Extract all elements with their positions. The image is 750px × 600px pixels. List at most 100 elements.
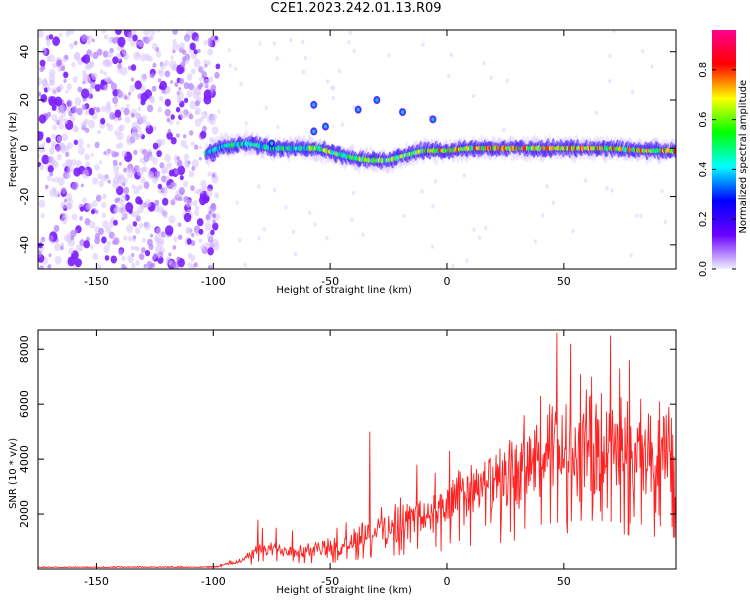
noise-cell [124, 116, 131, 124]
noise-cell [138, 40, 144, 48]
noise-cell [154, 199, 160, 206]
noise-cell [183, 153, 190, 161]
noise-cell [170, 137, 177, 145]
noise-cell [54, 119, 59, 124]
noise-cell [170, 55, 174, 60]
noise-cell [154, 237, 159, 243]
noise-cell [135, 196, 142, 205]
noise-cell [126, 103, 130, 109]
noise-cell [152, 255, 156, 261]
noise-cell [164, 59, 170, 67]
noise-cell [172, 245, 177, 250]
noise-cell [112, 163, 120, 172]
noise-cell [71, 62, 76, 68]
noise-cell [154, 170, 161, 178]
noise-cell [68, 110, 73, 117]
noise-cell [176, 133, 180, 138]
noise-cell [86, 143, 91, 149]
noise-cell [112, 180, 119, 189]
noise-cell [178, 42, 185, 51]
noise-cell [650, 64, 654, 69]
noise-cell [151, 42, 158, 51]
noise-cell [244, 121, 248, 126]
noise-cell [502, 127, 506, 133]
noise-cell [352, 190, 356, 196]
noise-cell [66, 83, 72, 90]
signal-blob-core [312, 129, 316, 134]
noise-cell [152, 62, 157, 68]
noise-cell [88, 107, 95, 116]
colorbar-tick-label: 0.6 [698, 112, 709, 128]
colorbar-tick-label: 0.0 [698, 261, 709, 277]
noise-cell [168, 169, 175, 177]
y-axis-label: SNR (10 * v/v) [8, 438, 19, 509]
noise-cell [159, 95, 164, 102]
noise-cell [184, 97, 189, 103]
noise-cell [38, 199, 46, 208]
noise-cell [420, 189, 424, 194]
noise-cell [137, 205, 144, 214]
noise-cell [93, 106, 97, 111]
noise-cell [191, 233, 195, 237]
x-axis-label: Height of straight line (km) [276, 585, 412, 596]
noise-cell [294, 252, 298, 257]
noise-cell [132, 168, 137, 174]
noise-cell [53, 224, 60, 233]
noise-cell [64, 145, 70, 152]
noise-cell [46, 175, 52, 182]
noise-cell [67, 165, 74, 173]
noise-cell [217, 109, 221, 114]
noise-cell [193, 262, 198, 268]
noise-cell [116, 90, 124, 99]
noise-cell [101, 236, 107, 244]
y-tick-label: -40 [18, 236, 31, 254]
noise-cell [330, 85, 334, 90]
noise-cell [60, 110, 67, 118]
noise-cell [139, 157, 144, 164]
noise-cell [264, 105, 268, 110]
noise-cell [123, 235, 128, 241]
x-tick-label: -50 [321, 575, 339, 588]
x-tick-label: 50 [557, 575, 571, 588]
noise-cell [147, 55, 153, 62]
noise-cell [92, 51, 99, 60]
noise-cell [102, 193, 107, 200]
noise-cell [177, 165, 186, 176]
noise-cell [101, 212, 106, 219]
noise-cell [185, 226, 191, 234]
noise-cell [51, 87, 58, 95]
noise-cell [60, 65, 66, 72]
noise-cell [38, 114, 47, 124]
x-tick-label: -50 [321, 275, 339, 288]
noise-cell [198, 145, 203, 150]
noise-cell [176, 222, 180, 227]
noise-cell [610, 188, 614, 193]
noise-cell [162, 211, 169, 219]
noise-cell [152, 157, 158, 165]
noise-cell [52, 124, 58, 131]
noise-cell [211, 126, 219, 135]
colorbar-tick-label: 0.8 [698, 62, 709, 78]
noise-cell [103, 84, 109, 92]
noise-cell [505, 78, 510, 83]
noise-cell [307, 210, 312, 215]
noise-cell [195, 107, 201, 115]
noise-cell [59, 142, 66, 150]
noise-cell [83, 75, 91, 84]
noise-cell [134, 227, 141, 235]
noise-cell [151, 85, 157, 92]
noise-cell [402, 213, 406, 218]
noise-cell [194, 189, 198, 194]
noise-cell [107, 123, 114, 132]
noise-cell [421, 42, 425, 47]
noise-cell [95, 106, 101, 113]
noise-cell [104, 150, 110, 157]
noise-cell [465, 258, 469, 263]
noise-cell [172, 262, 180, 269]
noise-cell [207, 265, 213, 269]
noise-cell [130, 39, 136, 47]
noise-cell [97, 129, 101, 135]
noise-cell [161, 175, 167, 183]
noise-cell [70, 229, 77, 238]
noise-cell [50, 143, 56, 150]
